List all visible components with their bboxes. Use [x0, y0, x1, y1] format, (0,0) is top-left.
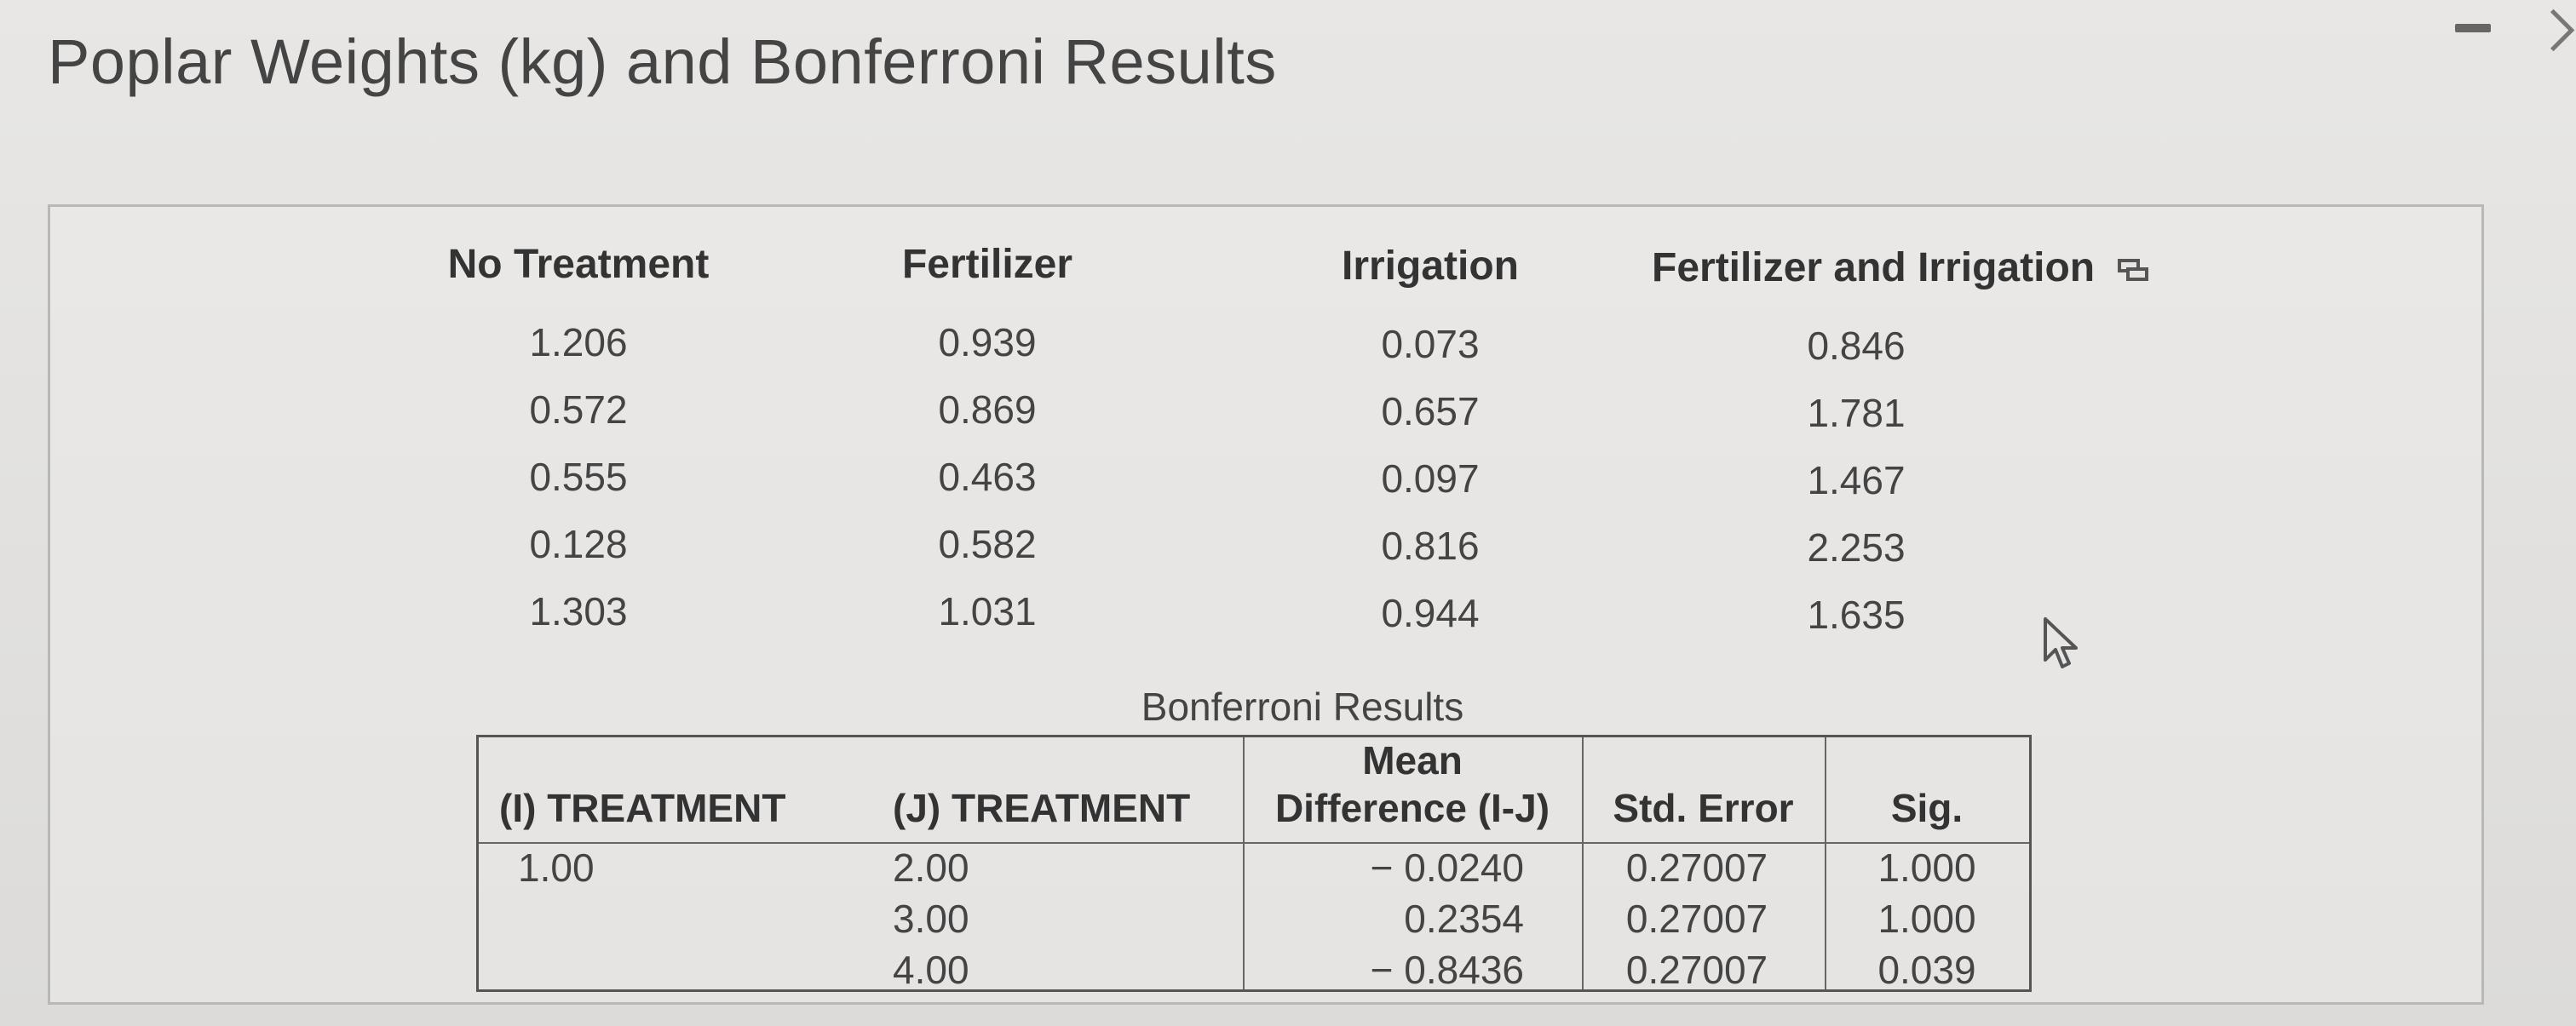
table-cell: 0.939: [938, 320, 1037, 364]
table-cell: 1.781: [1807, 391, 1906, 435]
table-cell: 1.206: [529, 320, 628, 364]
sig-value: 1.000: [1877, 897, 1976, 941]
header-i-treatment: (I) TREATMENT: [499, 786, 786, 830]
column-fertilizer-and-irrigation: Fertilizer and Irrigation 0.846 1.781 1.…: [1652, 244, 2197, 649]
table-cell: 0.128: [529, 522, 628, 566]
page-title: Poplar Weights (kg) and Bonferroni Resul…: [48, 26, 1277, 97]
expand-icon[interactable]: [2118, 259, 2150, 282]
table-cell: 0.073: [1381, 322, 1480, 366]
chevron-right-icon[interactable]: [2532, 9, 2575, 52]
i-treatment-value: 1.00: [518, 845, 595, 890]
table-cell: 0.582: [938, 522, 1037, 566]
column-header: No Treatment: [447, 242, 710, 287]
column-header: Irrigation: [1341, 244, 1519, 289]
table-cell: 0.463: [938, 455, 1037, 499]
sig-value: 1.000: [1877, 845, 1976, 890]
j-treatment-value: 2.00: [893, 845, 969, 890]
sig-value: 0.039: [1877, 948, 1976, 992]
bonferroni-table: (I) TREATMENT (J) TREATMENT Mean Differe…: [476, 735, 2032, 992]
cursor-arrow-icon: [2044, 617, 2078, 668]
mean-difference-value: − 0.0240: [1370, 845, 1524, 890]
table-cell: 1.467: [1807, 458, 1906, 502]
data-panel: No Treatment 1.206 0.572 0.555 0.128 1.3…: [48, 204, 2484, 1005]
header-j-treatment: (J) TREATMENT: [893, 786, 1191, 830]
column-no-treatment: No Treatment 1.206 0.572 0.555 0.128 1.3…: [391, 241, 766, 645]
table-cell: 1.303: [529, 589, 628, 633]
table-cell: 0.846: [1807, 324, 1906, 368]
table-cell: 2.253: [1807, 525, 1906, 570]
mean-difference-value: 0.2354: [1404, 897, 1524, 941]
mean-difference-value: − 0.8436: [1370, 948, 1524, 992]
column-header: Fertilizer and Irrigation: [1652, 244, 2197, 312]
j-treatment-value: 3.00: [893, 897, 969, 941]
std-error-value: 0.27007: [1625, 948, 1768, 992]
column-fertilizer: Fertilizer 0.939 0.869 0.463 0.582 1.031: [851, 241, 1124, 645]
j-treatment-value: 4.00: [893, 948, 969, 992]
table-cell: 0.869: [938, 387, 1037, 432]
table-cell: 0.816: [1381, 524, 1480, 568]
table-cell: 0.555: [529, 455, 628, 499]
std-error-value: 0.27007: [1625, 845, 1768, 890]
table-cell: 1.635: [1807, 593, 1906, 637]
column-header-label: Fertilizer and Irrigation: [1652, 245, 2096, 290]
table-cell: 0.097: [1381, 456, 1480, 501]
std-error-value: 0.27007: [1625, 897, 1768, 941]
column-header: Fertilizer: [901, 242, 1073, 287]
table-cell: 0.944: [1381, 591, 1480, 635]
table-cell: 0.572: [529, 387, 628, 432]
minimize-dash-icon[interactable]: [2455, 24, 2491, 32]
table-cell: 0.657: [1381, 389, 1480, 433]
header-std-error: Std. Error: [1613, 786, 1794, 830]
header-sig: Sig.: [1890, 786, 1964, 830]
header-mean-difference-line2: Difference (I-J): [1274, 786, 1550, 830]
header-mean-difference-line1: Mean: [1362, 738, 1463, 782]
table-cell: 1.031: [938, 589, 1037, 633]
bonferroni-caption: Bonferroni Results: [1141, 685, 1464, 729]
column-irrigation: Irrigation 0.073 0.657 0.097 0.816 0.944: [1294, 243, 1567, 647]
